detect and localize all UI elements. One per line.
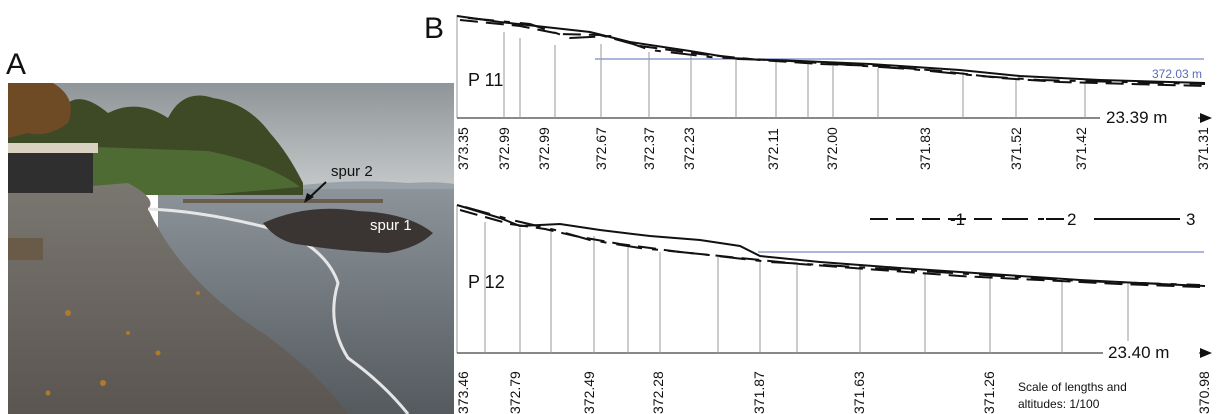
- profile-line-3-p12: [456, 204, 1206, 287]
- profile-name-p12: P 12: [468, 272, 505, 292]
- scale-note-line-2: altitudes: 1/100: [1018, 397, 1100, 411]
- shelter-roof: [8, 143, 98, 153]
- legend-label-2: 2: [1067, 210, 1076, 229]
- shore-photo: spur 2 spur 1: [8, 83, 454, 414]
- altitude-label: 372.28: [650, 371, 666, 414]
- altitude-label: 372.00: [824, 127, 840, 170]
- altitude-label: 372.67: [593, 127, 609, 170]
- profile-line-2-p12: [464, 206, 1201, 286]
- leaves: [45, 291, 200, 396]
- verticals-p11: [503, 32, 1086, 118]
- profile-p12: P 12 23.40 m 373.46 372.79 372.49 372.28…: [455, 204, 1212, 414]
- altitude-label: 372.79: [507, 371, 523, 414]
- profile-name-p11: P 11: [468, 70, 503, 90]
- altitude-label: 371.26: [981, 371, 997, 414]
- shoreline: [147, 207, 410, 414]
- legend-label-1: -1: [950, 210, 965, 229]
- altitude-label: 372.23: [681, 127, 697, 170]
- altitude-label: 371.42: [1073, 127, 1089, 170]
- reference-level-label: 372.03 m: [1152, 67, 1202, 81]
- arrowhead-p12: [1200, 348, 1212, 358]
- altitude-labels-p11: 373.35 372.99 372.99 372.67 372.37 372.2…: [455, 127, 1211, 170]
- arrowhead-p11: [1200, 113, 1212, 123]
- beach-gravel: [8, 183, 348, 414]
- jetty: [183, 199, 383, 203]
- profile-line-2-p11: [467, 17, 1206, 85]
- altitude-label: 371.52: [1008, 127, 1024, 170]
- altitude-label: 372.11: [765, 128, 781, 170]
- altitude-label: 372.99: [536, 127, 552, 170]
- altitude-label: 373.46: [455, 371, 471, 414]
- label-spur-1: spur 1: [370, 217, 412, 234]
- panel-label-a: A: [6, 48, 27, 81]
- profile-length-p11: 23.39 m: [1106, 108, 1167, 127]
- bench: [8, 238, 43, 260]
- altitude-label: 371.63: [851, 371, 867, 414]
- altitude-label: 371.87: [751, 371, 767, 414]
- altitude-label: 372.49: [581, 371, 597, 414]
- altitude-label: 370.98: [1196, 371, 1212, 414]
- rock-spur-1: [263, 208, 433, 253]
- altitude-label: 371.31: [1195, 127, 1211, 170]
- legend: -1 2 3: [870, 210, 1195, 229]
- altitude-labels-p12: 373.46 372.79 372.49 372.28 371.87 371.6…: [455, 371, 1212, 414]
- profile-length-p12: 23.40 m: [1108, 343, 1169, 362]
- altitude-label: 373.35: [455, 127, 471, 170]
- arrowhead-spur-2: [304, 193, 314, 203]
- tree-autumn: [8, 83, 71, 138]
- legend-label-3: 3: [1186, 210, 1195, 229]
- verticals-p12: [484, 222, 1129, 353]
- label-spur-2: spur 2: [331, 163, 373, 180]
- profile-line-3-p11: [456, 15, 1206, 84]
- altitude-label: 372.37: [641, 127, 657, 170]
- profile-p11: 372.03 m P 11 23.39 m 373.35 372: [455, 15, 1212, 170]
- altitude-label: 372.99: [496, 127, 512, 170]
- profile-line-1-p12: [459, 209, 1201, 288]
- panel-label-b: B: [424, 12, 445, 45]
- altitude-label: 371.83: [917, 127, 933, 170]
- shelter: [8, 153, 93, 193]
- grass-bank: [38, 145, 300, 195]
- scale-note-line-1: Scale of lengths and: [1018, 380, 1127, 394]
